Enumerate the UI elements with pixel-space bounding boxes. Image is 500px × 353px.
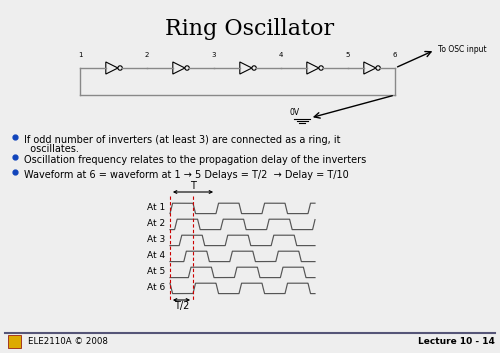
Text: T/2: T/2 — [174, 301, 189, 311]
Text: Lecture 10 - 14: Lecture 10 - 14 — [418, 336, 495, 346]
Text: To OSC input: To OSC input — [438, 46, 486, 54]
Text: At 4: At 4 — [147, 251, 165, 261]
Text: 5: 5 — [346, 52, 350, 58]
Text: At 3: At 3 — [147, 235, 165, 245]
Text: ELE2110A © 2008: ELE2110A © 2008 — [28, 336, 108, 346]
Text: At 2: At 2 — [147, 220, 165, 228]
Text: 4: 4 — [279, 52, 283, 58]
Text: At 1: At 1 — [147, 203, 165, 213]
Text: At 6: At 6 — [147, 283, 165, 293]
Text: 3: 3 — [212, 52, 216, 58]
Text: 2: 2 — [145, 52, 149, 58]
Text: Ring Oscillator: Ring Oscillator — [166, 18, 334, 40]
Text: At 5: At 5 — [147, 268, 165, 276]
Text: Waveform at 6 = waveform at 1 → 5 Delays = T/2  → Delay = T/10: Waveform at 6 = waveform at 1 → 5 Delays… — [24, 170, 349, 180]
Text: oscillates.: oscillates. — [24, 144, 79, 154]
Text: Oscillation frequency relates to the propagation delay of the inverters: Oscillation frequency relates to the pro… — [24, 155, 366, 165]
Text: 6: 6 — [393, 52, 397, 58]
Text: T: T — [190, 181, 196, 191]
FancyBboxPatch shape — [8, 335, 21, 348]
Text: 1: 1 — [78, 52, 82, 58]
Text: 0V: 0V — [290, 108, 300, 117]
Text: If odd number of inverters (at least 3) are connected as a ring, it: If odd number of inverters (at least 3) … — [24, 135, 340, 145]
